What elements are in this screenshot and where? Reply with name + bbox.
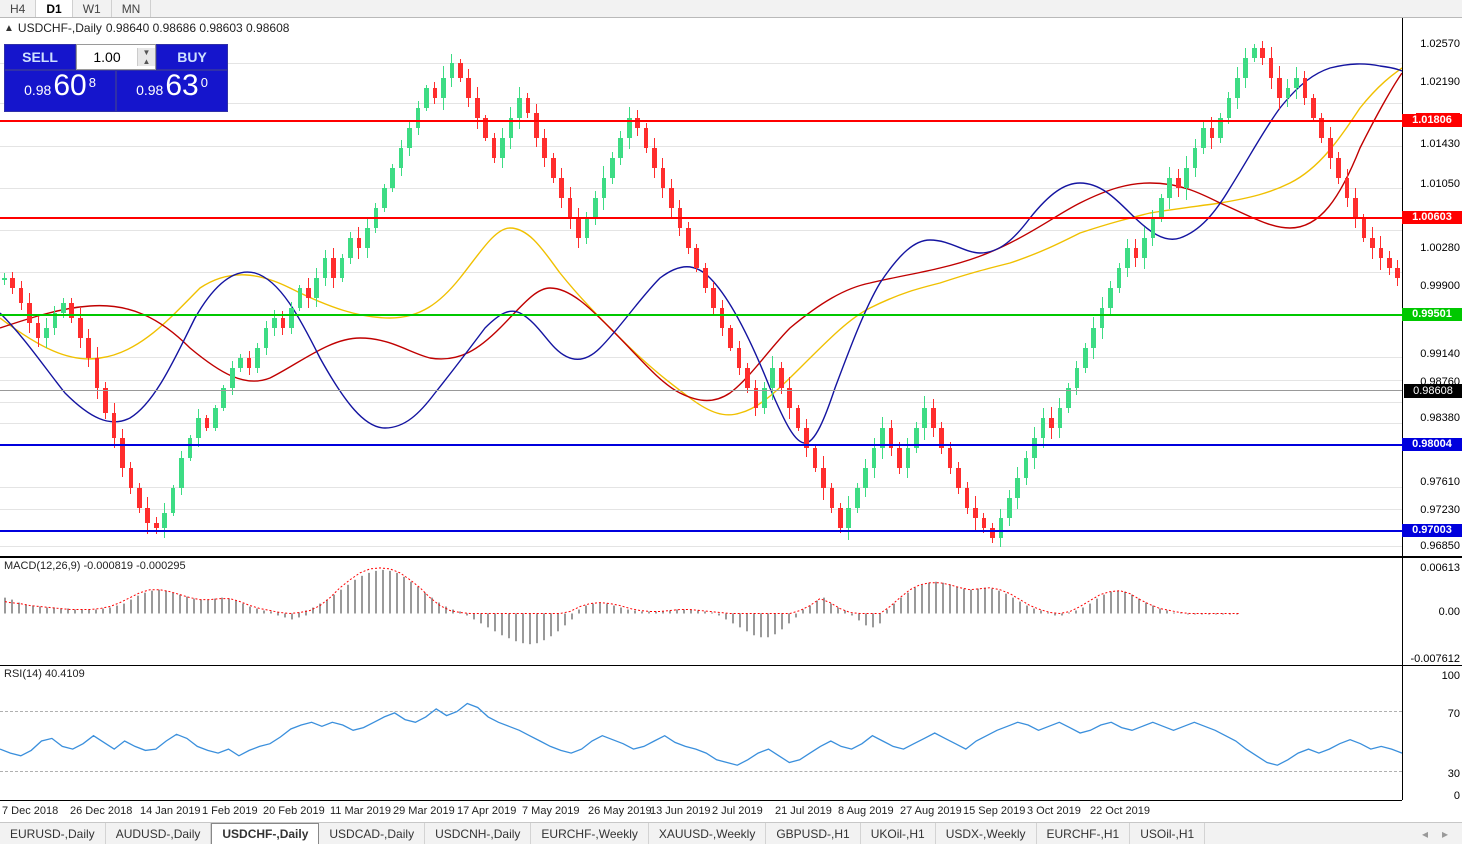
pivot-line-label: 0.99501 — [1402, 308, 1462, 321]
tf-tab-0[interactable]: H4 — [0, 0, 36, 17]
current-price-axis-tag: 0.98608 — [1404, 384, 1462, 398]
rsi-label: RSI(14) 40.4109 — [4, 668, 85, 680]
resistance-line-1-label: 1.01806 — [1402, 114, 1462, 127]
symbol-tab-7[interactable]: GBPUSD-,H1 — [766, 823, 860, 844]
tab-scroll-left-icon[interactable]: ◂ — [1422, 827, 1428, 841]
support-line-2[interactable] — [0, 530, 1402, 532]
symbol-tab-9[interactable]: USDX-,Weekly — [936, 823, 1037, 844]
buy-price-display[interactable]: 0.98 63 0 — [116, 70, 228, 112]
support-line-1[interactable] — [0, 444, 1402, 446]
resistance-line-2[interactable] — [0, 217, 1402, 219]
symbol-tab-5[interactable]: EURCHF-,Weekly — [531, 823, 648, 844]
tf-tab-1[interactable]: D1 — [36, 0, 72, 17]
tf-tab-2[interactable]: W1 — [73, 0, 112, 17]
tab-scroll-controls: ◂ ▸ — [1422, 823, 1462, 844]
symbol-tab-11[interactable]: USOil-,H1 — [1130, 823, 1205, 844]
tab-scroll-right-icon[interactable]: ▸ — [1442, 827, 1448, 841]
symbol-tab-2[interactable]: USDCHF-,Daily — [211, 823, 319, 844]
pivot-line[interactable] — [0, 314, 1402, 316]
timeframe-bar: H4 D1 W1 MN — [0, 0, 1462, 18]
symbol-collapse-icon[interactable]: ▲ — [4, 23, 14, 34]
support-line-1-label: 0.98004 — [1402, 438, 1462, 451]
rsi-line-chart[interactable] — [0, 666, 1402, 800]
symbol-name-label: USDCHF-,Daily — [18, 21, 102, 35]
resistance-line-1[interactable] — [0, 120, 1402, 122]
macd-axis: 0.00613 0.00 -0.007612 — [1402, 558, 1462, 666]
symbol-tab-3[interactable]: USDCAD-,Daily — [319, 823, 425, 844]
date-axis: 7 Dec 2018 26 Dec 2018 14 Jan 2019 1 Feb… — [0, 800, 1402, 822]
lot-size-decrease[interactable]: ▼ — [138, 48, 155, 57]
resistance-line-2-label: 1.00603 — [1402, 211, 1462, 224]
lot-size-increase[interactable]: ▲ — [138, 57, 155, 66]
macd-signal-line — [0, 558, 1402, 665]
symbol-tab-4[interactable]: USDCNH-,Daily — [425, 823, 531, 844]
symbol-info-header: ▲ USDCHF-,Daily 0.98640 0.98686 0.98603 … — [4, 21, 289, 35]
price-axis: 1.02570 1.02190 1.01806 1.01430 1.01050 … — [1402, 18, 1462, 558]
symbol-tab-8[interactable]: UKOil-,H1 — [861, 823, 936, 844]
support-line-2-label: 0.97003 — [1402, 524, 1462, 537]
symbol-tab-0[interactable]: EURUSD-,Daily — [0, 823, 106, 844]
lot-size-input[interactable] — [77, 49, 137, 65]
rsi-axis: 100 70 30 0 — [1402, 666, 1462, 800]
current-price-dash-line — [0, 390, 1402, 391]
macd-label: MACD(12,26,9) -0.000819 -0.000295 — [4, 560, 186, 572]
symbol-tab-10[interactable]: EURCHF-,H1 — [1037, 823, 1131, 844]
symbol-tab-bar: EURUSD-,Daily AUDUSD-,Daily USDCHF-,Dail… — [0, 822, 1462, 844]
tf-tab-3[interactable]: MN — [112, 0, 152, 17]
order-entry-panel: SELL ▼ ▲ BUY 0.98 60 8 0.98 63 0 — [4, 44, 228, 112]
price-chart-panel: 1.01806 1.00603 0.99501 0.98004 0.97003 … — [0, 18, 1462, 558]
symbol-ohlc-label: 0.98640 0.98686 0.98603 0.98608 — [106, 21, 290, 35]
symbol-tab-1[interactable]: AUDUSD-,Daily — [106, 823, 212, 844]
sell-button[interactable]: SELL — [4, 44, 76, 70]
symbol-tab-6[interactable]: XAUUSD-,Weekly — [649, 823, 766, 844]
macd-indicator-panel: MACD(12,26,9) -0.000819 -0.000295 — [0, 558, 1462, 666]
rsi-indicator-panel: RSI(14) 40.4109 100 70 30 0 — [0, 666, 1462, 800]
sell-price-display[interactable]: 0.98 60 8 — [4, 70, 116, 112]
buy-button[interactable]: BUY — [156, 44, 228, 70]
